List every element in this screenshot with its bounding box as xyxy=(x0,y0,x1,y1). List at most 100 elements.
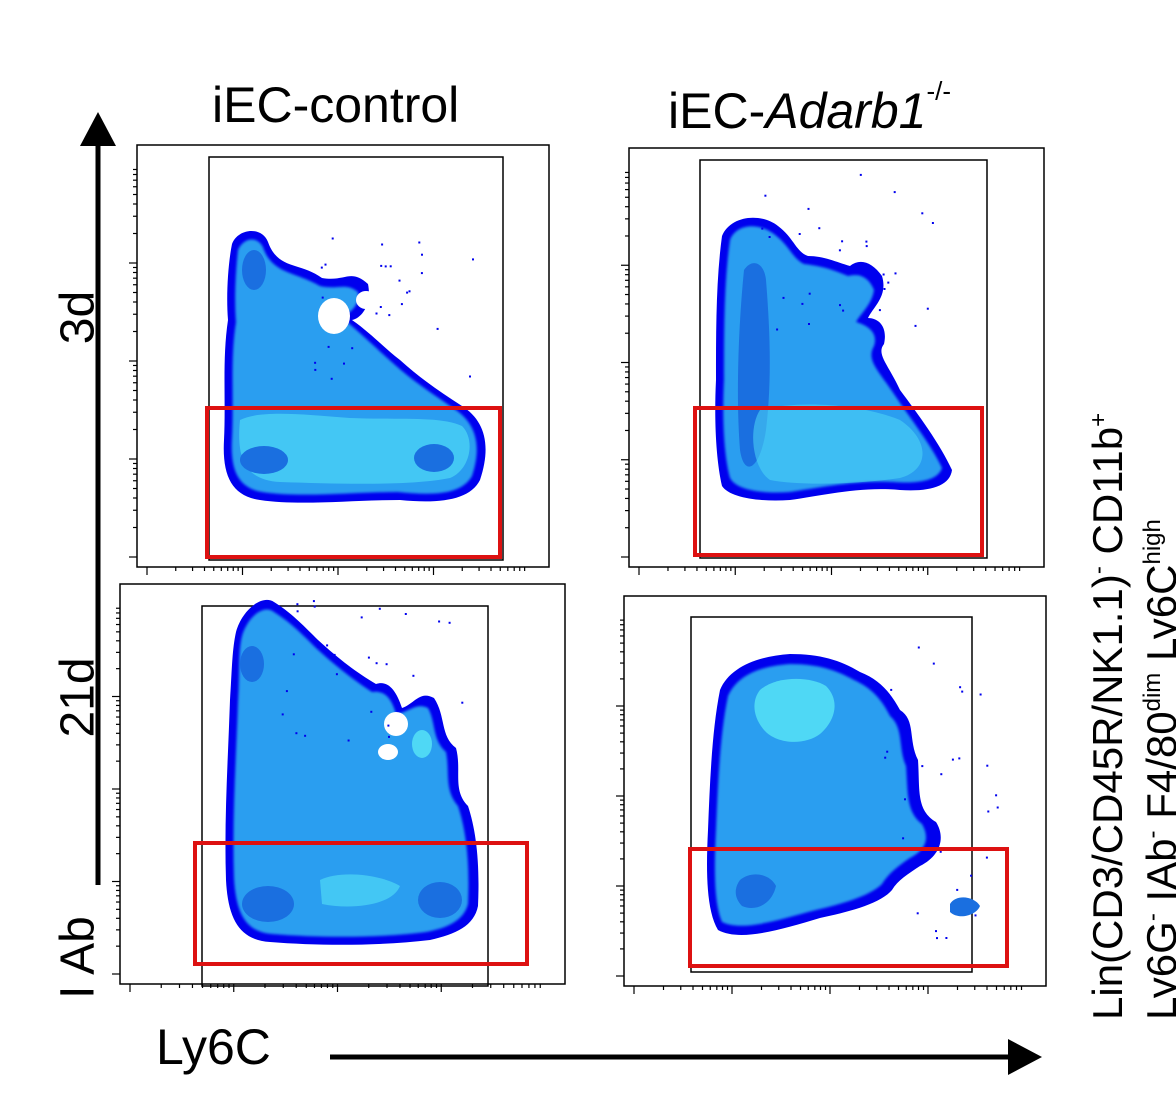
event-dot xyxy=(935,930,937,933)
event-dot xyxy=(917,646,920,649)
event-dot xyxy=(842,309,845,312)
event-dot xyxy=(939,850,942,853)
event-dot xyxy=(281,713,284,716)
event-dot xyxy=(469,375,471,378)
event-dot xyxy=(389,265,392,268)
event-dot xyxy=(936,937,938,940)
event-dot xyxy=(370,710,373,713)
event-dot xyxy=(400,303,403,306)
event-dot xyxy=(808,292,811,295)
column-title-knockout: iEC-Adarb1-/- xyxy=(668,76,951,140)
event-dot xyxy=(798,233,801,235)
population-line-1: Lin(CD3/CD45R/NK1.1)- CD11b+ xyxy=(1084,413,1131,1020)
event-dot xyxy=(312,600,315,603)
event-dot xyxy=(388,735,390,738)
density-21d-ko xyxy=(707,654,980,935)
event-dot xyxy=(932,662,935,665)
event-dot xyxy=(317,645,320,648)
event-dot xyxy=(839,304,841,307)
density-3d-control xyxy=(223,230,486,503)
event-dot xyxy=(421,253,423,256)
event-dots xyxy=(281,173,999,940)
event-dot xyxy=(295,732,298,735)
event-dot xyxy=(347,739,350,742)
event-dot xyxy=(995,794,998,797)
event-dot xyxy=(321,296,324,299)
event-dot xyxy=(940,773,943,776)
event-dot xyxy=(801,302,804,305)
event-dot xyxy=(423,695,426,698)
event-dot xyxy=(865,240,868,243)
event-dot xyxy=(926,307,929,310)
event-dot xyxy=(987,810,990,813)
event-dot xyxy=(841,240,844,243)
event-dot xyxy=(387,724,390,727)
event-dot xyxy=(292,653,295,656)
event-dot xyxy=(304,734,307,737)
event-dot xyxy=(761,227,764,230)
event-dot xyxy=(884,756,887,759)
ko-sup: -/- xyxy=(926,76,951,106)
event-dot xyxy=(886,750,889,753)
event-dot xyxy=(472,258,474,261)
event-dot xyxy=(313,605,316,608)
event-dot xyxy=(398,279,401,282)
event-dot xyxy=(381,243,384,246)
event-dot xyxy=(360,616,363,619)
event-dot xyxy=(379,306,382,308)
column-title-control: iEC-control xyxy=(212,77,460,133)
event-dot xyxy=(921,765,924,768)
event-dot xyxy=(420,272,423,275)
event-dot xyxy=(764,194,767,197)
event-dot xyxy=(956,888,959,891)
event-dot xyxy=(380,264,383,267)
event-dot xyxy=(296,610,299,613)
event-dot xyxy=(768,236,771,238)
event-dot xyxy=(314,361,317,364)
event-dot xyxy=(327,345,330,348)
event-dot xyxy=(412,674,415,677)
event-dot xyxy=(838,249,841,252)
event-dot xyxy=(776,328,779,331)
event-dot xyxy=(807,207,810,210)
gate-21d-ko xyxy=(688,847,1009,968)
event-dot xyxy=(859,173,862,176)
event-dot xyxy=(363,282,366,285)
event-dot xyxy=(333,653,336,656)
event-dot xyxy=(878,309,881,312)
event-dot xyxy=(343,362,345,365)
event-dot xyxy=(418,241,421,244)
event-dot xyxy=(921,212,924,215)
population-label: Lin(CD3/CD45R/NK1.1)- CD11b+ Ly6G- IAb- … xyxy=(1084,413,1176,1020)
event-dot xyxy=(782,296,785,299)
event-dot xyxy=(461,701,464,704)
event-dot xyxy=(314,368,317,371)
event-dot xyxy=(404,613,407,615)
event-dot xyxy=(883,288,886,290)
event-dot xyxy=(296,603,299,606)
event-dot xyxy=(951,758,954,761)
event-dot xyxy=(958,757,961,760)
event-dot xyxy=(865,245,868,248)
event-dot xyxy=(887,281,890,284)
event-dot xyxy=(970,874,973,877)
population-line-2: Ly6G- IAb- F4/80dim Ly6Chigh xyxy=(1138,519,1176,1020)
event-dot xyxy=(996,806,999,809)
axis-ticks xyxy=(112,168,1023,994)
density-3d-ko xyxy=(715,217,952,501)
event-dot xyxy=(330,377,333,380)
y-axis-arrow xyxy=(80,112,116,885)
x-axis-label: Ly6C xyxy=(156,1019,271,1075)
event-dot xyxy=(408,290,411,293)
event-dot xyxy=(974,914,977,917)
event-dot xyxy=(367,656,370,659)
ko-gene: Adarb1 xyxy=(765,83,927,139)
event-dot xyxy=(808,323,810,325)
event-dot xyxy=(945,937,948,939)
event-dot xyxy=(285,690,288,693)
event-dot xyxy=(320,266,323,269)
event-dot xyxy=(331,237,334,240)
event-dot xyxy=(324,263,327,266)
event-dot xyxy=(931,222,934,224)
event-dot xyxy=(436,327,439,330)
